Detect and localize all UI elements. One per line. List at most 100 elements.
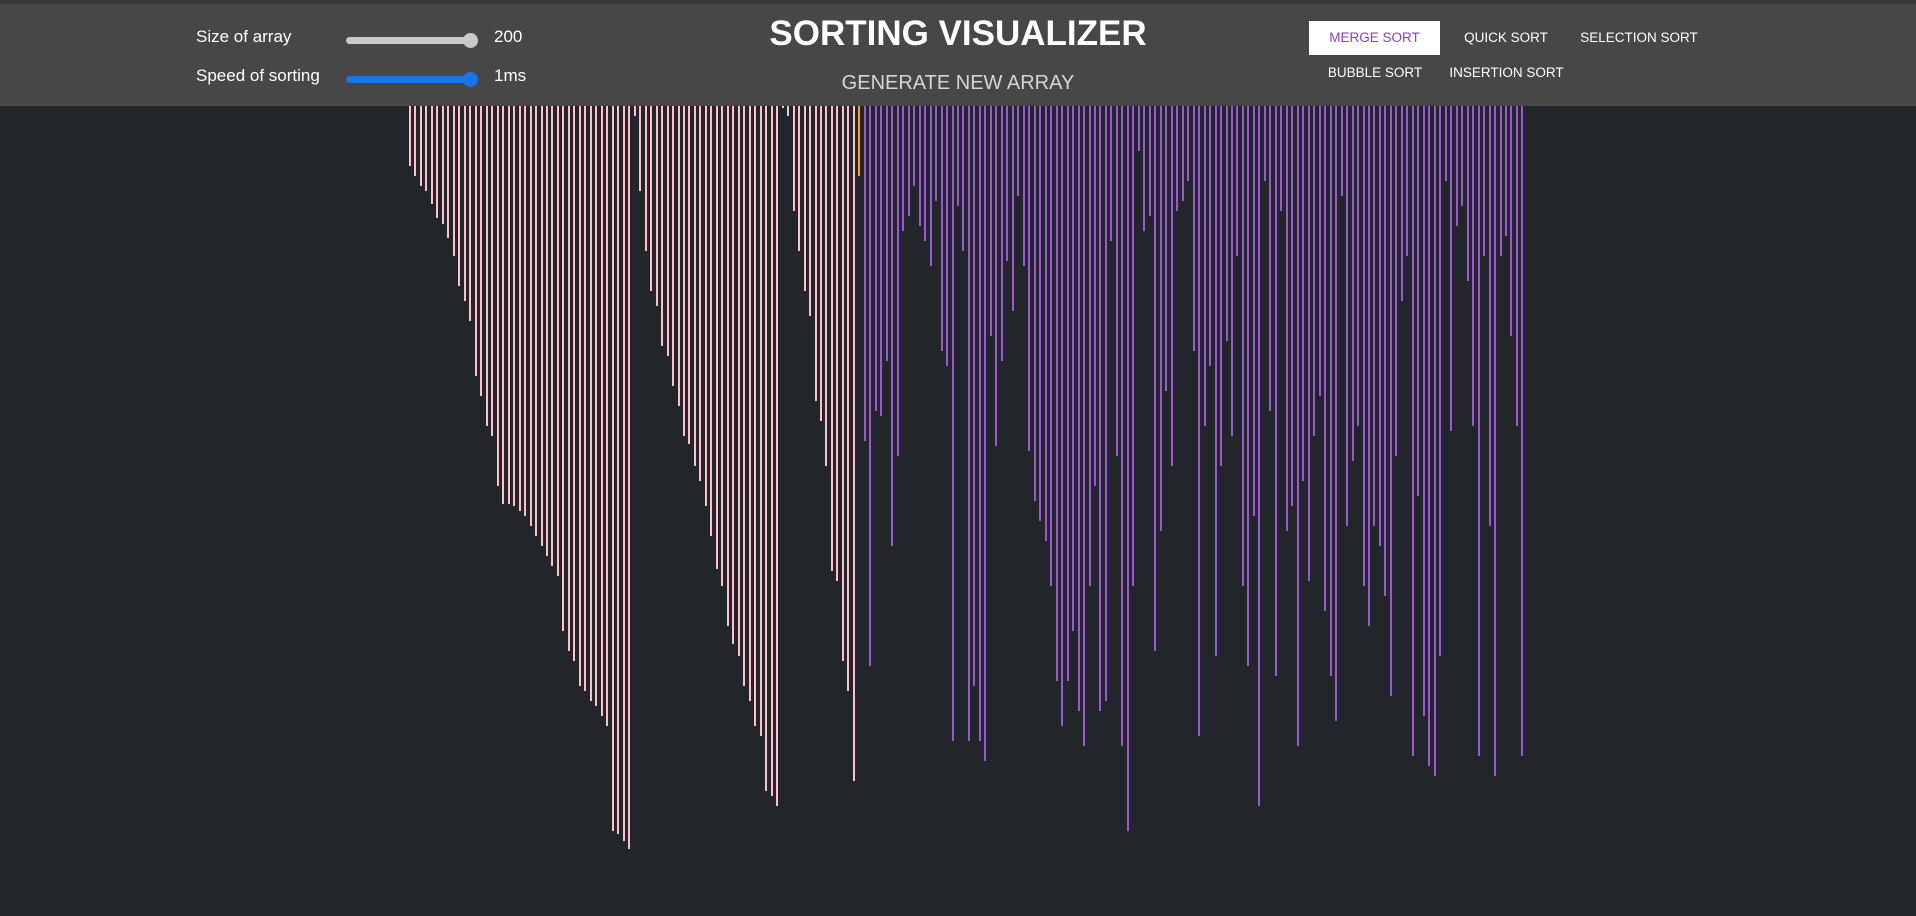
array-bar <box>984 106 987 761</box>
array-bar <box>661 106 664 346</box>
array-bar <box>1274 106 1277 676</box>
array-bar <box>1450 106 1453 431</box>
array-bar <box>1170 106 1173 466</box>
array-bar <box>1291 106 1294 506</box>
array-bar <box>458 106 461 286</box>
array-bar <box>1263 106 1266 181</box>
array-bar <box>940 106 943 351</box>
array-bar <box>1433 106 1436 776</box>
array-bar <box>902 106 905 231</box>
array-bars <box>0 106 1916 916</box>
array-size-slider[interactable] <box>346 33 478 48</box>
array-bar <box>803 106 806 291</box>
array-bar <box>1296 106 1299 746</box>
array-bar <box>1033 106 1036 501</box>
array-bar <box>841 106 844 661</box>
array-bar <box>885 106 888 361</box>
array-bar <box>611 106 614 831</box>
array-bar <box>820 106 822 421</box>
array-bar <box>825 106 828 466</box>
array-bar <box>1461 106 1464 206</box>
array-bar <box>1488 106 1491 526</box>
selection-sort-button[interactable]: SELECTION SORT <box>1580 30 1698 45</box>
array-bar <box>617 106 620 834</box>
array-bar <box>978 106 981 741</box>
array-bar <box>704 106 707 506</box>
array-bar <box>436 106 439 218</box>
array-bar <box>688 106 691 444</box>
array-bar <box>1444 106 1447 181</box>
merge-sort-button[interactable]: MERGE SORT <box>1309 21 1440 55</box>
quick-sort-button[interactable]: QUICK SORT <box>1464 30 1548 45</box>
array-bar <box>1417 106 1420 496</box>
array-bar <box>474 106 477 376</box>
array-bar <box>1258 106 1261 806</box>
array-bar <box>765 106 768 791</box>
array-bar <box>809 106 812 316</box>
insertion-sort-button[interactable]: INSERTION SORT <box>1449 65 1564 80</box>
array-bar <box>1318 106 1321 396</box>
array-bar <box>1039 106 1042 521</box>
array-bar <box>650 106 653 291</box>
array-bar <box>1368 106 1370 626</box>
array-bar <box>672 106 675 386</box>
array-bar <box>1094 106 1096 486</box>
array-bar <box>918 106 921 226</box>
array-bar <box>743 106 746 686</box>
array-bar <box>880 106 883 416</box>
array-bar <box>496 106 499 486</box>
array-bar <box>759 106 762 736</box>
array-bar <box>584 106 587 691</box>
speed-slider[interactable] <box>346 72 478 87</box>
array-bar <box>469 106 472 321</box>
array-bar <box>1411 106 1414 756</box>
array-bar <box>463 106 466 301</box>
array-bar <box>924 106 927 241</box>
speed-slider-thumb[interactable] <box>463 72 478 87</box>
array-bar <box>513 106 516 506</box>
array-bar <box>480 106 483 396</box>
array-bar <box>1066 106 1069 681</box>
array-bar <box>929 106 932 266</box>
array-bar <box>1362 106 1365 586</box>
array-bar <box>551 106 554 566</box>
bubble-sort-button[interactable]: BUBBLE SORT <box>1327 65 1423 80</box>
array-size-slider-thumb[interactable] <box>463 33 478 48</box>
array-bar <box>430 106 433 204</box>
array-size-value: 200 <box>494 27 523 46</box>
array-bar <box>1055 106 1058 681</box>
array-bar <box>535 106 538 536</box>
array-bar <box>578 106 581 686</box>
generate-array-button[interactable]: GENERATE NEW ARRAY <box>841 72 1075 94</box>
array-bar <box>1231 106 1233 436</box>
array-bar <box>1307 106 1310 581</box>
array-bar <box>781 106 784 108</box>
array-bar <box>1192 106 1195 351</box>
array-bar <box>414 106 417 176</box>
array-bar <box>732 106 735 644</box>
array-bar <box>1198 106 1201 736</box>
array-bar <box>1143 106 1146 231</box>
array-bar <box>754 106 757 726</box>
array-bar <box>491 106 494 436</box>
array-bar <box>1313 106 1316 436</box>
array-bar <box>1378 106 1381 546</box>
array-bar <box>677 106 680 406</box>
array-bar <box>1340 106 1343 196</box>
array-bar <box>1455 106 1458 226</box>
array-bar <box>644 106 647 251</box>
array-bar <box>1072 106 1075 631</box>
array-bar <box>1121 106 1124 746</box>
array-bar <box>1466 106 1469 281</box>
array-bar <box>1269 106 1272 411</box>
array-bar <box>1088 106 1091 586</box>
speed-value: 1ms <box>494 66 527 85</box>
array-bar <box>441 106 444 224</box>
array-bar <box>1165 106 1168 391</box>
array-bar <box>633 106 636 116</box>
array-bar <box>935 106 938 201</box>
array-bar <box>1400 106 1403 301</box>
array-bar <box>891 106 894 546</box>
array-bar <box>770 106 773 796</box>
speed-label: Speed of sorting <box>196 66 320 85</box>
